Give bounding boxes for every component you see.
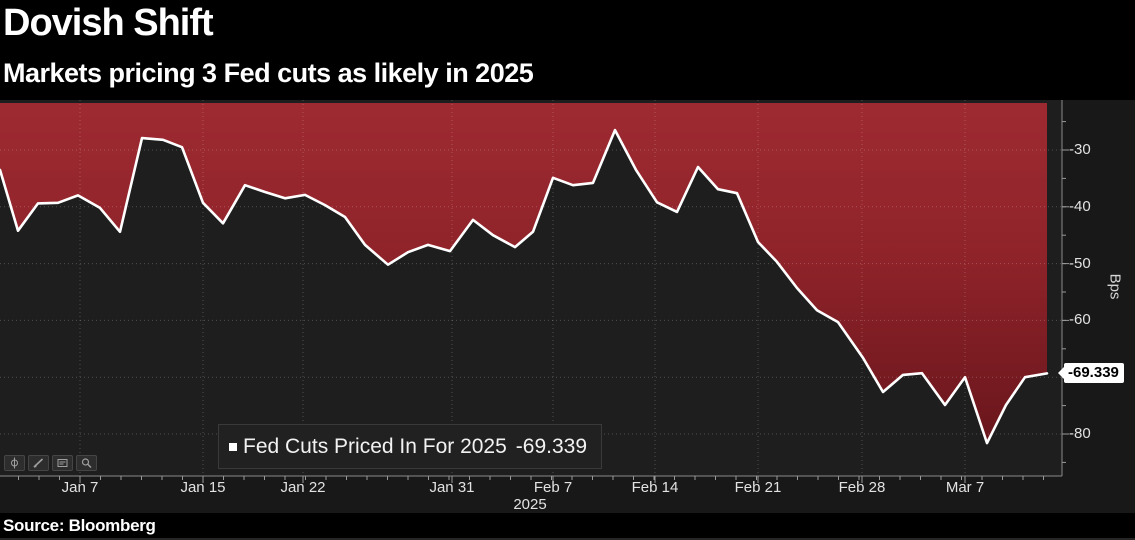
chart-plot-region: Jan 7 Jan 15 Jan 22 Jan 31 Feb 7 Feb 14 Feb 21… <box>0 100 1135 513</box>
x-axis-label: Feb 7 <box>533 479 573 496</box>
x-axis-label: Jan 31 <box>429 479 475 496</box>
chart-header: Dovish Shift Markets pricing 3 Fed cuts … <box>0 0 1135 100</box>
news-icon <box>57 459 68 467</box>
news-button[interactable] <box>52 455 73 471</box>
legend-label: Fed Cuts Priced In For 2025 <box>243 434 507 458</box>
annotate-button[interactable] <box>28 455 49 471</box>
x-axis-label: Jan 15 <box>180 479 226 496</box>
source-text: Source: Bloomberg <box>3 516 156 535</box>
y-axis-label: -60 <box>1069 311 1091 329</box>
chart-toolbar <box>4 455 97 471</box>
last-value-text: -69.339 <box>1068 364 1119 381</box>
y-axis-label: -40 <box>1069 197 1091 215</box>
zoom-button[interactable] <box>76 455 97 471</box>
x-axis-label: Feb 14 <box>631 479 679 496</box>
last-value-badge: -69.339 <box>1058 363 1124 383</box>
y-axis-label: -80 <box>1069 425 1091 442</box>
legend-value: -69.339 <box>515 434 588 458</box>
chart-title: Dovish Shift <box>3 2 214 44</box>
price-area-chart <box>0 100 1069 483</box>
x-axis-label: Feb 21 <box>734 479 782 496</box>
x-axis-label: Jan 7 <box>61 479 99 496</box>
y-axis-label: -30 <box>1069 141 1091 158</box>
y-axis-unit-label: Bps <box>1106 273 1124 300</box>
magnifier-icon <box>81 458 92 468</box>
y-axis-label: -50 <box>1069 254 1091 272</box>
x-axis-label: Feb 28 <box>838 479 886 496</box>
crosshair-button[interactable] <box>4 455 25 471</box>
legend: Fed Cuts Priced In For 2025 -69.339 <box>218 424 603 469</box>
crosshair-icon <box>11 457 18 469</box>
source-band: Source: Bloomberg <box>0 513 1135 540</box>
pencil-icon <box>33 458 44 468</box>
x-axis-label: Mar 7 <box>945 479 985 496</box>
x-axis-label: Jan 22 <box>280 479 326 496</box>
chart-subtitle: Markets pricing 3 Fed cuts as likely in … <box>3 58 534 88</box>
x-axis-year-label: 2025 <box>513 496 547 513</box>
legend-square-icon <box>229 442 237 451</box>
